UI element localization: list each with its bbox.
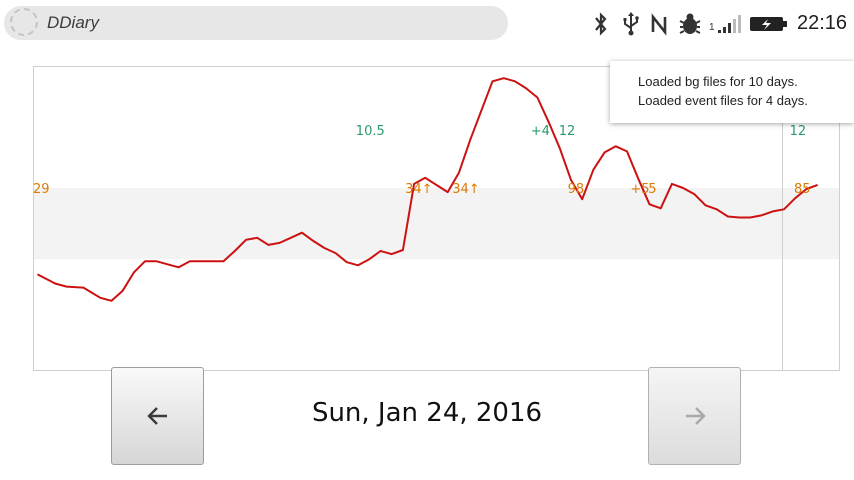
previous-day-button[interactable] <box>111 367 204 465</box>
notification-toast: Loaded bg files for 10 days. Loaded even… <box>610 61 854 123</box>
app-icon <box>10 8 38 36</box>
carb-label-4: +5 <box>630 182 649 197</box>
arrow-right-icon <box>686 407 706 425</box>
bluetooth-icon <box>595 12 607 36</box>
arrow-left-icon <box>147 407 167 425</box>
sim-number: 1 <box>709 22 715 33</box>
carb-label-1: 34↑ <box>405 182 432 197</box>
insulin-label-9: 12 <box>559 124 576 139</box>
carb-label-3: 98 <box>568 182 585 197</box>
battery-charging-icon <box>750 17 787 31</box>
status-bar: DDiary 1 22:16 <box>0 0 854 48</box>
signal-icon <box>718 15 741 33</box>
glucose-series-line <box>37 77 818 302</box>
target-range-band <box>33 188 840 260</box>
insulin-label-8: +4 <box>531 124 550 139</box>
event-labels: 29 34↑ 34↑ 98 +55 85 10.5 +4 12 12 <box>33 124 811 197</box>
insulin-label-10: 12 <box>790 124 807 139</box>
current-date: Sun, Jan 24, 2016 <box>311 398 543 428</box>
bug-icon <box>679 13 701 34</box>
usb-icon <box>623 12 639 36</box>
notification-line-2: Loaded event files for 4 days. <box>638 93 808 108</box>
carb-label-6: 85 <box>794 182 811 197</box>
notification-line-1: Loaded bg files for 10 days. <box>638 74 798 89</box>
carb-label-0: 29 <box>33 182 50 197</box>
app-title-bar[interactable]: DDiary <box>4 6 508 40</box>
carb-label-2: 34↑ <box>452 182 479 197</box>
insulin-label-7: 10.5 <box>356 124 385 139</box>
glucose-chart[interactable]: 29 34↑ 34↑ 98 +55 85 10.5 +4 12 12 <box>33 66 840 371</box>
next-day-button[interactable] <box>648 367 741 465</box>
clock: 22:16 <box>797 12 848 34</box>
nfc-icon <box>651 13 667 36</box>
app-title: DDiary <box>47 13 99 32</box>
chart-frame <box>33 66 840 371</box>
carb-label-5: 5 <box>648 182 656 197</box>
